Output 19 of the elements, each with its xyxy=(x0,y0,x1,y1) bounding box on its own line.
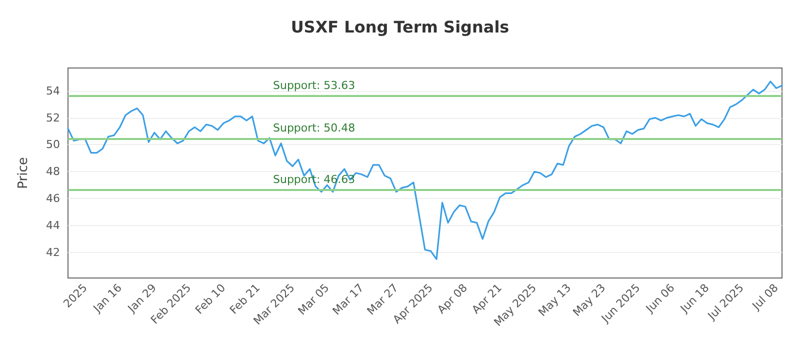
x-tick-label: Mar 05 xyxy=(296,281,332,318)
chart-title: USXF Long Term Signals xyxy=(290,18,510,36)
y-tick-label: 46 xyxy=(46,192,60,206)
y-tick-label: 50 xyxy=(46,138,60,152)
ref-line-label: Support: 53.63 xyxy=(273,78,356,92)
x-tick-label: Apr 08 xyxy=(434,281,470,316)
x-tick-label: Jun 06 xyxy=(642,281,678,316)
y-tick-label: 44 xyxy=(46,219,60,232)
x-tick-label: Mar 17 xyxy=(330,281,366,318)
ref-line-label: Support: 50.48 xyxy=(273,121,356,134)
y-axis-title: Price xyxy=(16,157,31,189)
x-tick-label: Jul 08 xyxy=(749,281,781,314)
y-tick-label: 52 xyxy=(46,111,60,124)
x-tick-label: Jan 16 xyxy=(90,281,124,316)
y-tick-label: 48 xyxy=(46,165,60,178)
x-tick-label: Feb 10 xyxy=(192,281,228,317)
line-series xyxy=(67,80,783,260)
y-tick-label: 42 xyxy=(46,246,60,259)
y-tick-label: 54 xyxy=(46,84,60,98)
